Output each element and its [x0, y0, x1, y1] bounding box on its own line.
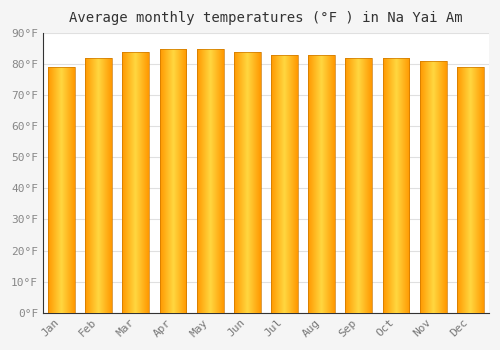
Bar: [271, 55, 298, 313]
Bar: [308, 55, 335, 313]
Bar: [122, 52, 149, 313]
Bar: [234, 52, 260, 313]
Bar: [160, 49, 186, 313]
Title: Average monthly temperatures (°F ) in Na Yai Am: Average monthly temperatures (°F ) in Na…: [69, 11, 462, 25]
Bar: [420, 61, 446, 313]
Bar: [86, 58, 112, 313]
Bar: [197, 49, 224, 313]
Bar: [48, 67, 75, 313]
Bar: [382, 58, 409, 313]
Bar: [346, 58, 372, 313]
Bar: [457, 67, 483, 313]
